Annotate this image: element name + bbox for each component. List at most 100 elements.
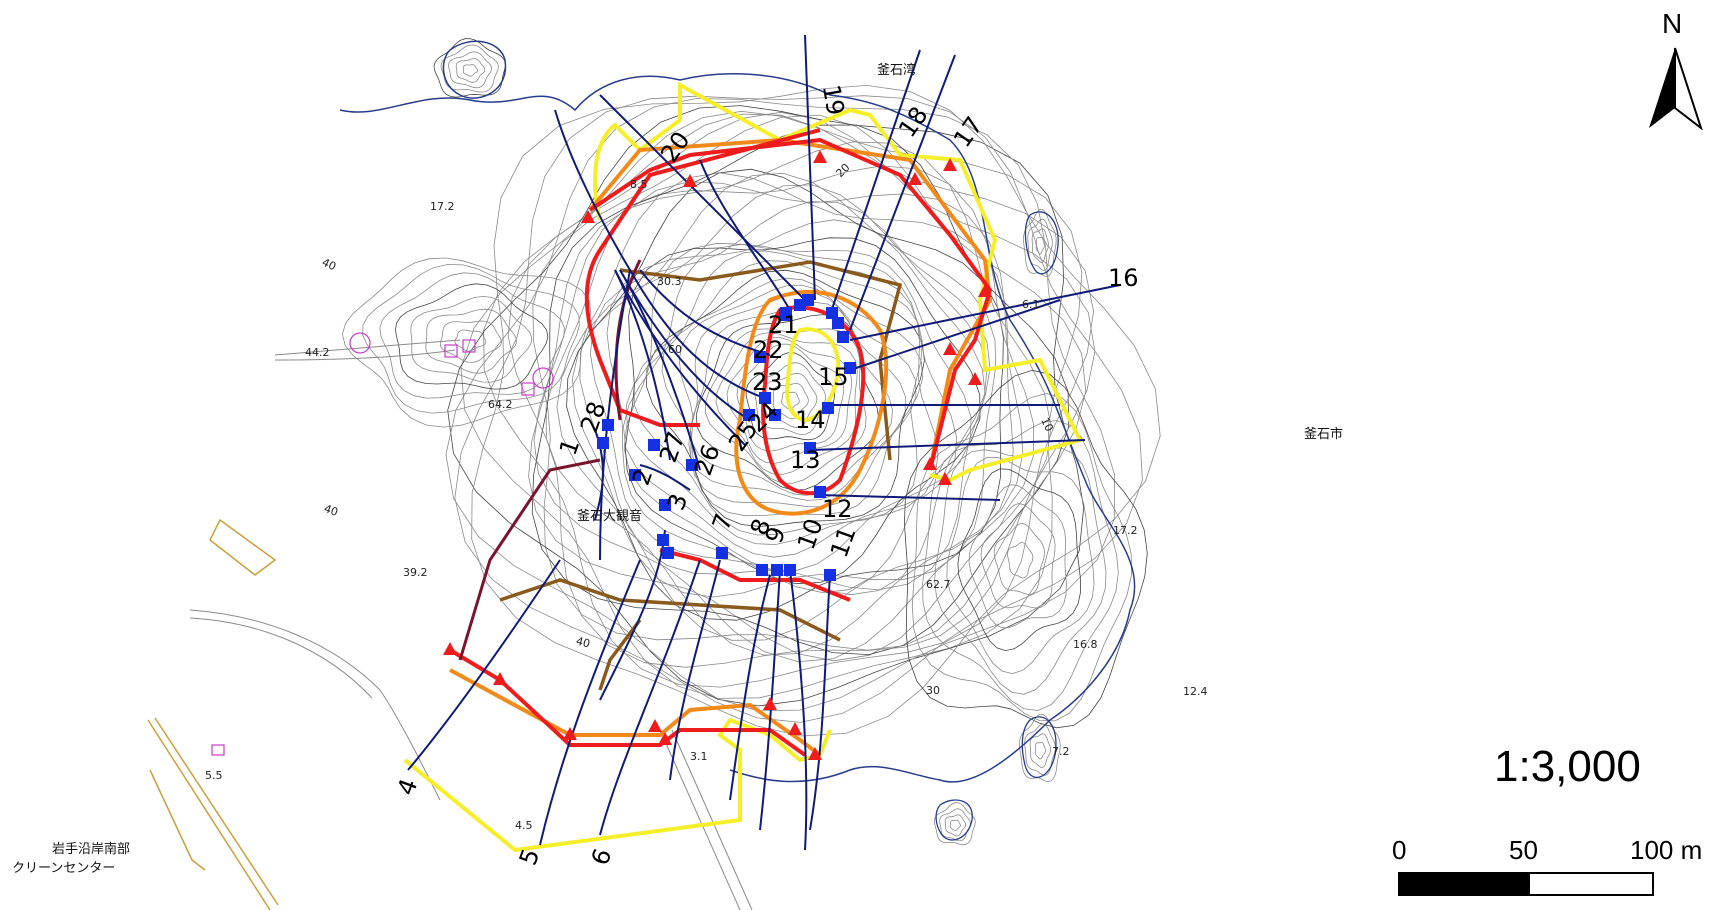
contour-line — [556, 172, 1014, 641]
islet-coast-2 — [1024, 211, 1059, 275]
contour-line — [939, 808, 971, 842]
transect-line — [629, 269, 771, 401]
contour-line — [433, 38, 506, 98]
triangle-marker — [813, 150, 827, 163]
contour-line — [623, 242, 972, 572]
scale-bar-white — [1528, 872, 1654, 896]
transect-line — [554, 109, 631, 271]
triangle-marker — [923, 457, 937, 470]
square-marker — [629, 469, 641, 481]
line-number-19: 19 — [816, 82, 850, 118]
triangle-marker — [683, 174, 697, 187]
line-number-23: 23 — [752, 368, 783, 396]
triangle-marker — [788, 722, 802, 735]
triangle-marker — [968, 372, 982, 385]
zone-brown — [499, 260, 903, 691]
contour-line — [448, 51, 493, 89]
islet-coast-4 — [935, 799, 973, 841]
square-marker — [832, 317, 844, 329]
square-marker — [784, 564, 796, 576]
contour-line — [445, 98, 1115, 712]
square-marker — [814, 486, 826, 498]
transect-line — [804, 34, 816, 301]
triangle-marker — [978, 284, 992, 297]
triangle-marker — [443, 642, 457, 655]
square-marker — [662, 547, 674, 559]
transect-line — [407, 559, 561, 771]
triangle-marker — [943, 158, 957, 171]
triangle-marker — [581, 210, 595, 223]
elevation-label: 64.2 — [488, 398, 513, 411]
place-label-cleancenter-1: 岩手沿岸南部 — [52, 842, 131, 857]
elevation-label: 44.2 — [305, 346, 330, 359]
buildings — [211, 332, 554, 756]
contour-line — [745, 352, 836, 441]
contour-line — [993, 522, 1045, 595]
contour-line — [980, 503, 1056, 609]
transect-line — [614, 269, 671, 461]
scale-label-100: 100 m — [1630, 835, 1703, 865]
scale-bar-black — [1398, 872, 1530, 896]
triangle-marker — [808, 747, 822, 760]
transect-line — [849, 299, 1061, 371]
elevation-label: 30 — [926, 684, 940, 697]
line-number-13: 13 — [790, 446, 821, 474]
coastline — [339, 73, 1136, 783]
contour-line — [571, 172, 997, 598]
contour-line — [566, 168, 1004, 621]
transect-lines — [407, 34, 1121, 851]
place-label-kamaishi-city: 釜石市 — [1304, 427, 1344, 442]
contour-line — [455, 58, 486, 83]
contour-line — [439, 320, 502, 363]
square-marker — [597, 437, 609, 449]
elevation-label: 4.5 — [515, 819, 533, 832]
elevation-label: 30.3 — [657, 275, 682, 288]
contour-line — [645, 269, 925, 527]
contour-line — [968, 484, 1067, 629]
contour-line — [1035, 237, 1045, 255]
islet-coast-3 — [1021, 716, 1057, 778]
triangle-marker — [563, 727, 577, 740]
transect-line — [699, 159, 791, 311]
contour-line — [911, 393, 1132, 722]
line-number-14: 14 — [795, 406, 826, 434]
square-marker — [602, 419, 614, 431]
contour-line — [1034, 742, 1046, 760]
square-marker — [824, 569, 836, 581]
transect-line — [599, 559, 701, 836]
place-label-cleancenter-2: クリーンセンター — [12, 861, 116, 876]
contour-line — [454, 95, 1143, 723]
transect-line — [811, 439, 1086, 451]
contour-line — [754, 362, 826, 435]
contour-line — [661, 277, 923, 517]
contour-line — [507, 111, 1096, 668]
contour-line — [1024, 723, 1056, 776]
square-marker — [657, 534, 669, 546]
square-marker — [686, 459, 698, 471]
scale-label-50: 50 — [1509, 835, 1538, 865]
square-marker — [659, 499, 671, 511]
elevation-label: 12.4 — [1183, 685, 1208, 698]
square-marker — [794, 299, 806, 311]
contour-line — [678, 284, 917, 508]
peak-ring-orange — [734, 290, 889, 516]
elevation-label: 62.7 — [926, 578, 951, 591]
line-number-21: 21 — [768, 311, 799, 339]
square-marker — [804, 442, 816, 454]
contour-line — [781, 391, 800, 410]
transect-line — [619, 269, 701, 471]
transect-line — [639, 464, 691, 491]
contour-line — [695, 314, 880, 491]
elevation-label: 39.2 — [403, 566, 428, 579]
contour-line — [933, 802, 976, 846]
place-label-kamaishi-bay: 釜石湾 — [877, 63, 917, 78]
facility-outline — [147, 518, 279, 910]
contour-line — [341, 257, 592, 428]
elevation-label: 6.1 — [1022, 298, 1040, 311]
square-marker — [844, 362, 856, 374]
transect-line — [789, 569, 808, 851]
contour-line — [1031, 228, 1049, 264]
islet-coast — [442, 40, 507, 99]
contour-line — [1027, 218, 1053, 271]
